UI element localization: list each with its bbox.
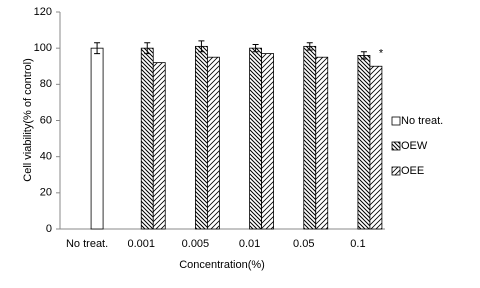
x-tick-label: 0.1 [350,238,365,250]
y-tick-label: 100 [34,42,52,54]
bar [315,56,329,230]
bar [90,47,104,230]
legend-label: No treat. [401,115,443,127]
error-bar [306,42,313,51]
legend-label: OEE [401,165,424,177]
y-tick-label: 20 [40,187,52,199]
x-axis-label: Concentration(%) [179,259,265,271]
error-bar [360,51,367,60]
y-tick-label: 0 [46,223,52,235]
bar [261,53,274,230]
x-tick-label: 0.01 [239,238,260,250]
y-tick-label: 60 [40,114,52,126]
x-tick-label: 0.05 [293,238,314,250]
error-bar [252,44,259,53]
error-bar [94,42,101,55]
bar [195,45,208,230]
x-tick-label: 0.001 [127,238,155,250]
bar [249,47,262,230]
x-tick-label: No treat. [66,238,108,250]
annotation: * [379,48,384,60]
x-tick-label: 0.005 [182,238,210,250]
y-tick-label: 40 [40,151,52,163]
bar [357,55,371,230]
error-bar [144,42,151,55]
legend-swatch [391,141,401,151]
bar [140,47,154,230]
bar [369,65,383,230]
y-tick-label: 120 [34,6,52,18]
y-axis-label: Cell viability(% of control) [22,58,34,181]
legend-label: OEW [401,140,428,152]
bar [152,62,166,230]
legend-swatch [391,166,401,176]
bar [303,45,317,230]
bar [207,56,220,230]
error-bar [198,40,205,53]
legend-swatch [391,116,401,126]
y-tick-label: 80 [40,78,52,90]
